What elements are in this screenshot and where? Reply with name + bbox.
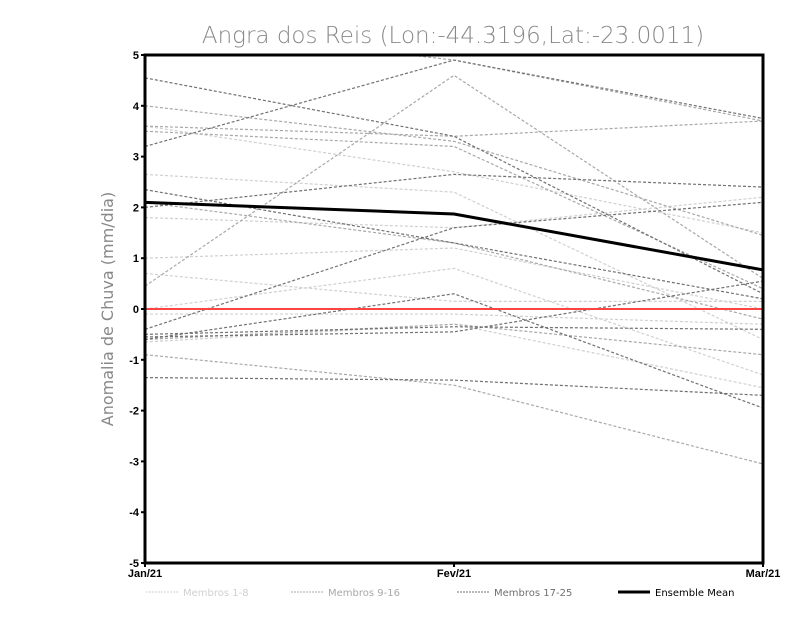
x-tick-label: Mar/21: [746, 568, 781, 580]
axis-layer: -5 -4 -3 -2 -1 0 1 2 3 4 5 Jan/21 Fev/21 Mar/21: [128, 50, 781, 580]
member-line: [145, 77, 763, 295]
legend-label: Ensemble Mean: [655, 588, 734, 599]
member-line: [145, 189, 763, 300]
member-line: [145, 173, 763, 208]
y-tick-label: 3: [133, 152, 139, 164]
member-line: [145, 120, 763, 137]
x-tick-label: Jan/21: [128, 568, 162, 580]
y-axis-label: Anomalia de Chuva (mm/dia): [98, 192, 117, 426]
y-tick-label: 5: [133, 50, 139, 62]
y-tick-label: -3: [129, 456, 139, 468]
legend-label: Membros 9-16: [328, 588, 400, 599]
member-line: [145, 173, 763, 341]
chart-title: Angra dos Reis (Lon:-44.3196,Lat:-23.001…: [202, 23, 704, 49]
member-line: [145, 201, 763, 320]
y-tick-label: 1: [133, 253, 139, 265]
y-tick-label: 2: [133, 202, 139, 214]
y-tick-label: -1: [129, 355, 139, 367]
member-line: [145, 313, 763, 325]
ensemble-mean-line: [145, 200, 763, 272]
member-line: [145, 326, 763, 335]
y-tick-label: 0: [133, 304, 139, 316]
plot-area: [145, 55, 763, 465]
member-line: [145, 293, 763, 409]
y-tick-label: -2: [129, 406, 139, 418]
member-line: [145, 354, 763, 465]
member-line: [145, 125, 763, 234]
legend: Membros 1-8 Membros 9-16 Membros 17-25 Ense…: [146, 588, 734, 599]
y-tick-label: 4: [133, 101, 140, 113]
member-line: [145, 272, 763, 302]
member-line: [145, 323, 763, 356]
member-line: [145, 59, 763, 148]
series-layer: [145, 55, 763, 465]
member-line: [145, 201, 763, 330]
y-tick-label: -5: [129, 558, 139, 570]
y-tick-label: -4: [129, 507, 140, 519]
legend-label: Membros 17-25: [494, 588, 572, 599]
legend-label: Membros 1-8: [183, 588, 249, 599]
member-line: [145, 247, 763, 310]
member-line: [145, 105, 763, 236]
x-tick-label: Fev/21: [437, 568, 471, 580]
member-line: [145, 196, 763, 229]
member-line: [145, 376, 763, 396]
member-line: [145, 267, 763, 376]
member-line: [145, 280, 763, 338]
